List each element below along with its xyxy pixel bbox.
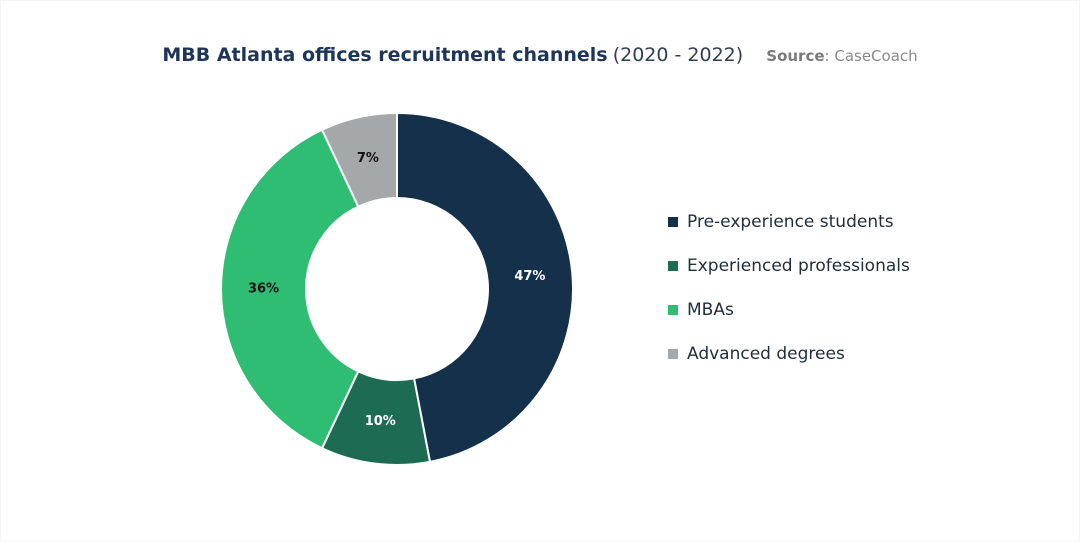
legend-label-advanced: Advanced degrees <box>687 344 845 364</box>
legend-swatch-experienced <box>668 261 678 271</box>
source-value: CaseCoach <box>834 47 918 65</box>
legend-item-pre-experience: Pre-experience students <box>668 200 910 244</box>
slice-label-2: 36% <box>248 282 279 297</box>
slice-label-3: 7% <box>357 151 379 166</box>
slice-label-1: 10% <box>365 414 396 429</box>
legend-item-experienced: Experienced professionals <box>668 244 910 288</box>
chart-title-row: MBB Atlanta offices recruitment channels… <box>0 44 1080 66</box>
chart-legend: Pre-experience students Experienced prof… <box>668 200 910 376</box>
legend-item-mbas: MBAs <box>668 288 910 332</box>
legend-label-pre-experience: Pre-experience students <box>687 212 894 232</box>
legend-label-experienced: Experienced professionals <box>687 256 910 276</box>
source-separator: : <box>824 47 835 65</box>
slice-label-0: 47% <box>514 269 545 284</box>
legend-label-mbas: MBAs <box>687 300 734 320</box>
donut-slice-2 <box>220 128 360 450</box>
donut-slice-0 <box>396 111 574 464</box>
chart-title-years: (2020 - 2022) <box>612 44 744 66</box>
legend-swatch-advanced <box>668 349 678 359</box>
source-label: Source <box>766 47 825 65</box>
legend-swatch-pre-experience <box>668 217 678 227</box>
donut-chart: 47% 10% 36% 7% <box>220 111 574 466</box>
legend-item-advanced: Advanced degrees <box>668 332 910 376</box>
donut-slice-3 <box>320 111 398 208</box>
chart-title: MBB Atlanta offices recruitment channels <box>162 44 608 66</box>
legend-swatch-mbas <box>668 305 678 315</box>
chart-source: Source: CaseCoach <box>766 47 917 65</box>
